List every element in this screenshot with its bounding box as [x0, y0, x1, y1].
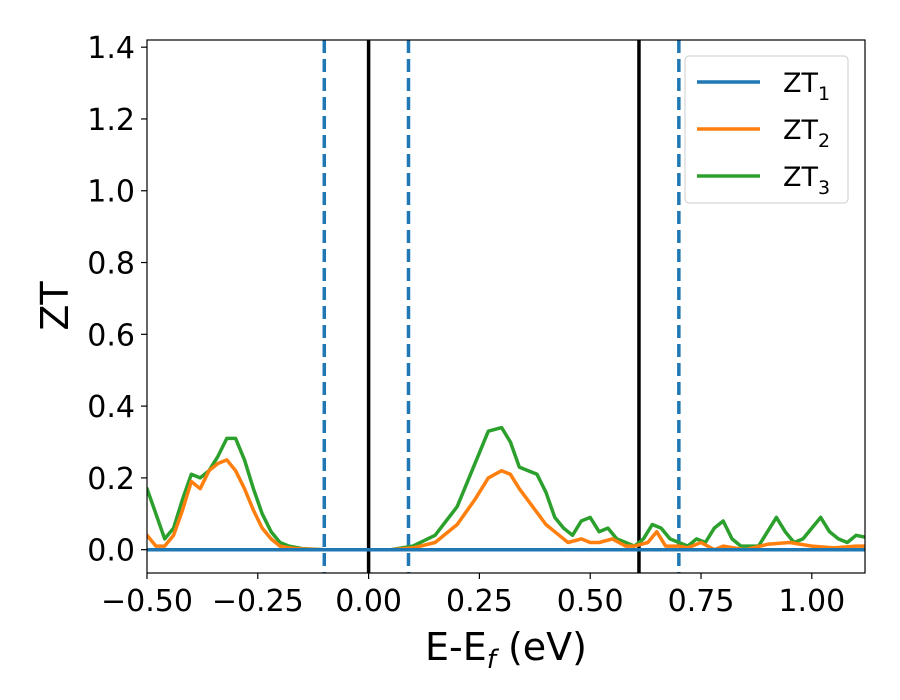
x-tick-label: 0.75: [668, 584, 735, 619]
x-tick-label: 0.50: [557, 584, 624, 619]
x-axis: −0.50 −0.25 0.00 0.25 0.50 0.75 1.00: [101, 573, 845, 619]
y-tick-label: 0.4: [87, 390, 135, 425]
legend-label: ZT1: [783, 68, 830, 105]
x-tick-label: −0.25: [212, 584, 304, 619]
y-tick-label: 0.6: [87, 318, 135, 353]
y-axis-title: ZT: [33, 281, 77, 331]
y-axis: 0.0 0.2 0.4 0.6 0.8 1.0 1.2 1.4: [87, 31, 147, 569]
legend-label: ZT2: [783, 115, 830, 152]
y-tick-label: 0.8: [87, 247, 135, 282]
y-tick-label: 0.2: [87, 462, 135, 497]
x-tick-label: 0.25: [446, 584, 513, 619]
series-layer: [147, 425, 865, 552]
y-tick-label: 0.0: [87, 534, 135, 569]
y-tick-label: 1.2: [87, 103, 135, 138]
legend: ZT1 ZT2 ZT3: [684, 55, 849, 204]
x-tick-label: 0.00: [335, 584, 402, 619]
plot-frame: [146, 39, 866, 574]
legend-label: ZT3: [783, 162, 830, 199]
reference-lines: [322, 40, 681, 573]
x-tick-label: 1.00: [778, 584, 845, 619]
x-tick-label: −0.50: [101, 584, 193, 619]
series-line-zt3: [147, 425, 865, 552]
y-tick-label: 1.4: [87, 31, 135, 66]
y-tick-label: 1.0: [87, 175, 135, 210]
series-line-zt2: [147, 458, 865, 552]
legend-box: [684, 55, 849, 204]
x-axis-title: E-Ef (eV): [425, 625, 587, 675]
